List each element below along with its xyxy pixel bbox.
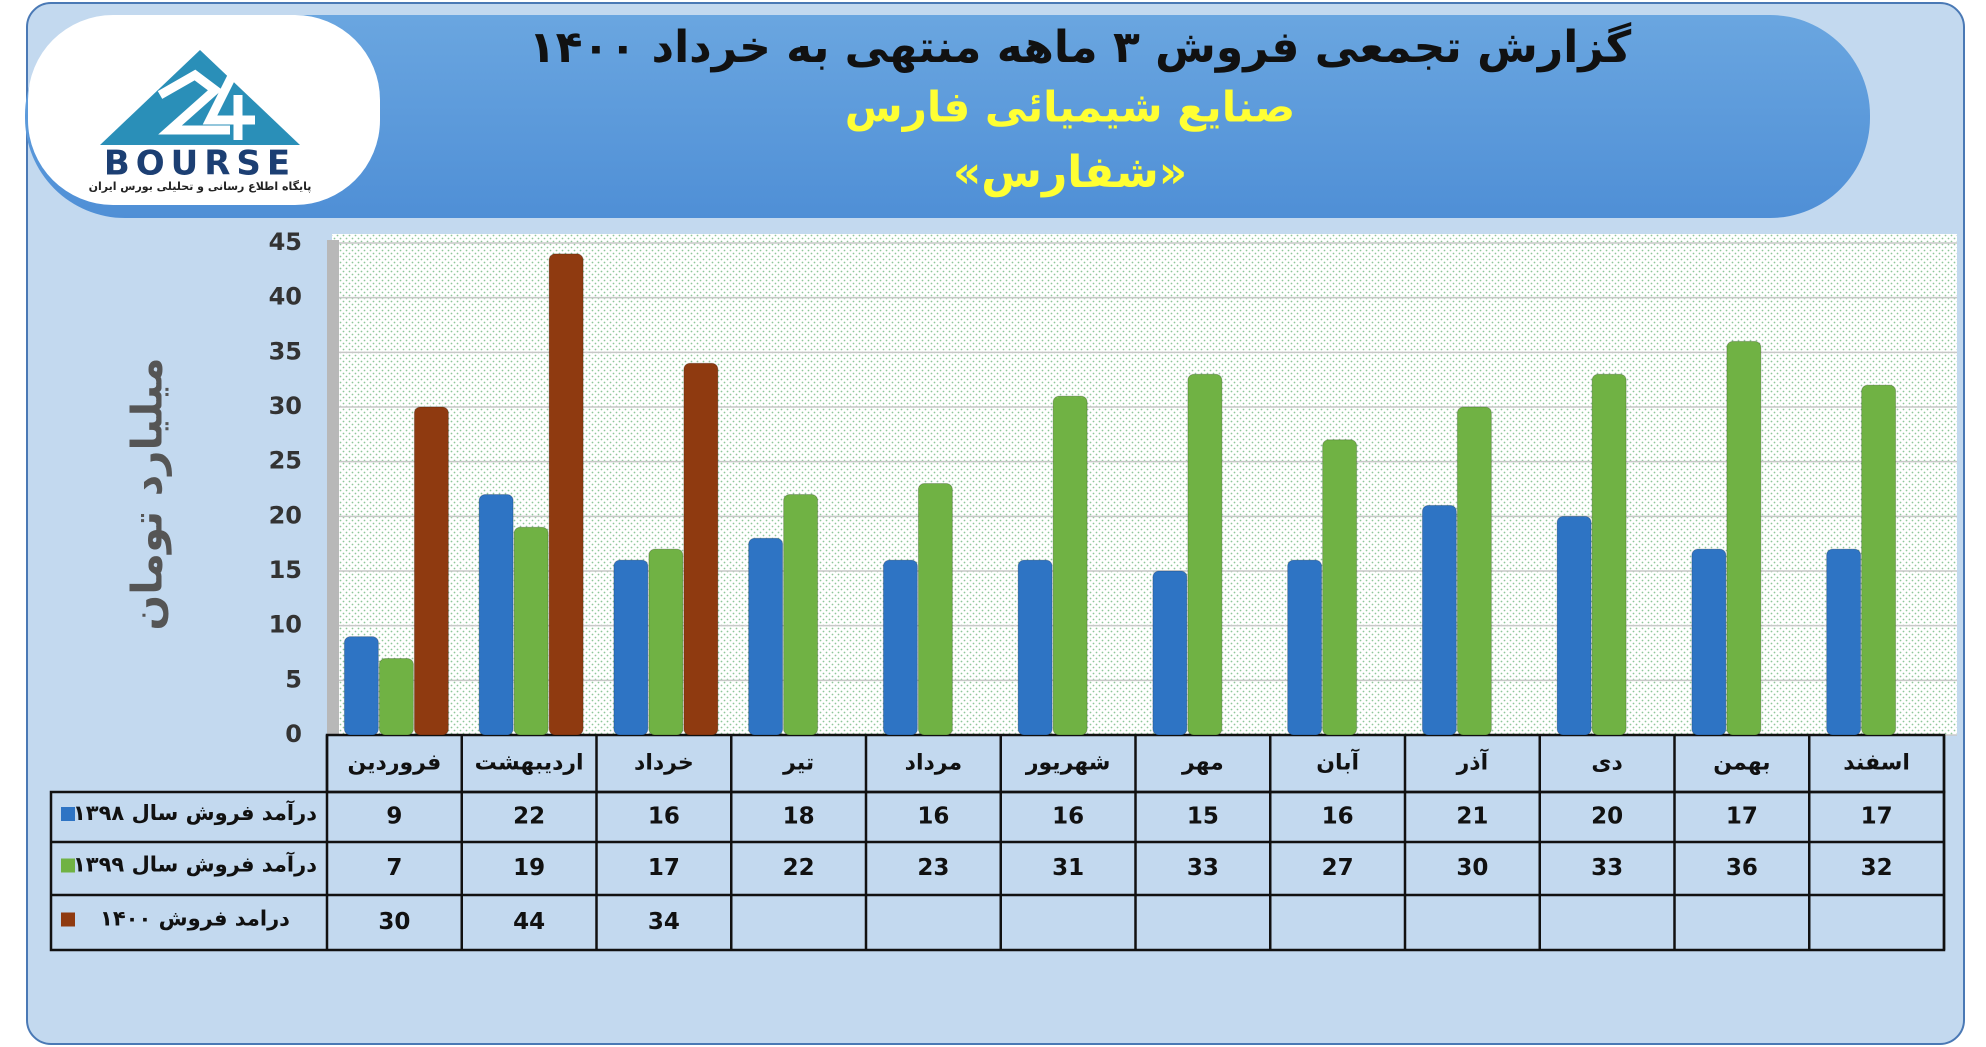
x-tick-label: آبان — [1316, 748, 1359, 776]
table-value: 15 — [1187, 804, 1219, 830]
bar — [1726, 340, 1762, 736]
logo-text: BOURSE — [104, 144, 296, 184]
y-axis-title: میلیارد تومان — [123, 357, 173, 630]
bar — [548, 253, 584, 736]
x-tick-label: اردیبهشت — [475, 751, 584, 776]
bar — [1187, 373, 1223, 736]
bar — [1017, 559, 1053, 736]
logo-caption: پایگاه اطلاع رسانی و تحلیلی بورس ایران — [89, 180, 312, 193]
table-value: 27 — [1322, 855, 1354, 881]
bar — [783, 493, 819, 736]
table-value: 17 — [648, 855, 680, 881]
legend-swatch — [61, 858, 75, 873]
x-tick-label: تیر — [782, 751, 814, 776]
legend-label: درآمد فروش سال ۱۳۹۹ — [73, 852, 317, 877]
table-value: 16 — [917, 804, 949, 830]
y-tick-label: 40 — [269, 283, 302, 311]
y-tick-label: 25 — [269, 447, 302, 475]
legend-swatch — [61, 912, 75, 927]
table-value: 30 — [378, 909, 410, 935]
table-value: 19 — [513, 855, 545, 881]
x-tick-label: اسفند — [1843, 751, 1910, 776]
table-value: 16 — [1052, 804, 1084, 830]
table-value: 36 — [1726, 855, 1758, 881]
x-tick-label: فروردین — [347, 751, 441, 776]
plot-area — [332, 234, 1957, 735]
y-tick-label: 5 — [285, 665, 302, 693]
bar — [513, 526, 549, 736]
bar — [413, 406, 449, 736]
chart-title: گزارش تجمعی فروش ۳ ماهه منتهی به خرداد ۱… — [529, 21, 1632, 73]
bar — [343, 636, 379, 736]
bar — [1287, 559, 1323, 736]
y-tick-label: 20 — [269, 501, 302, 529]
y-tick-label: 10 — [269, 611, 302, 639]
table-value: 34 — [648, 909, 680, 935]
logo: BOURSE پایگاه اطلاع رسانی و تحلیلی بورس … — [28, 15, 380, 205]
table-value: 18 — [783, 804, 815, 830]
bar — [917, 483, 953, 736]
table-value: 33 — [1187, 855, 1219, 881]
table-value: 31 — [1052, 855, 1084, 881]
legend-swatch — [61, 807, 75, 821]
table-value: 21 — [1456, 804, 1488, 830]
y-tick-label: 15 — [269, 556, 302, 584]
table-value: 20 — [1591, 804, 1623, 830]
bar — [1691, 548, 1727, 736]
x-tick-label: بهمن — [1713, 751, 1770, 776]
table-value: 16 — [1322, 804, 1354, 830]
bar — [683, 362, 719, 736]
table-value: 22 — [783, 855, 815, 881]
bar — [1421, 504, 1457, 736]
bar — [748, 537, 784, 736]
table-value: 30 — [1456, 855, 1488, 881]
x-tick-label: خرداد — [634, 751, 694, 776]
table-value: 22 — [513, 804, 545, 830]
bar — [882, 559, 918, 736]
table-value: 16 — [648, 804, 680, 830]
table-value: 32 — [1861, 855, 1893, 881]
table-value: 17 — [1861, 804, 1893, 830]
bar — [478, 493, 514, 736]
bar — [1322, 439, 1358, 736]
bar — [1556, 515, 1592, 736]
bar — [1591, 373, 1627, 736]
bar — [613, 559, 649, 736]
x-tick-label: دی — [1591, 751, 1622, 776]
chart-subtitle: صنایع شیمیائی فارس — [845, 83, 1295, 133]
x-tick-label: شهریور — [1025, 751, 1111, 776]
bar — [1861, 384, 1897, 736]
legend-label: درآمد فروش سال ۱۳۹۸ — [73, 800, 317, 825]
table-value: 9 — [386, 804, 402, 830]
bar — [1152, 570, 1188, 736]
symbol: «شفارس» — [953, 147, 1187, 198]
header-banner — [25, 15, 1870, 218]
y-tick-label: 0 — [285, 720, 302, 748]
side-wall — [327, 240, 339, 735]
bar — [648, 548, 684, 736]
x-tick-label: آذر — [1456, 748, 1489, 776]
bar — [1052, 395, 1088, 736]
y-tick-label: 35 — [269, 337, 302, 365]
bar — [1456, 406, 1492, 736]
table-value: 33 — [1591, 855, 1623, 881]
table-value: 23 — [917, 855, 949, 881]
y-tick-label: 30 — [269, 392, 302, 420]
table-value: 17 — [1726, 804, 1758, 830]
legend-label: درامد فروش ۱۴۰۰ — [100, 907, 290, 931]
x-tick-label: مهر — [1181, 751, 1224, 776]
y-tick-label: 45 — [269, 228, 302, 256]
table-value: 7 — [386, 855, 402, 881]
table-value: 44 — [513, 909, 545, 935]
x-tick-label: مرداد — [905, 751, 962, 776]
bar — [378, 657, 414, 736]
bar — [1826, 548, 1862, 736]
